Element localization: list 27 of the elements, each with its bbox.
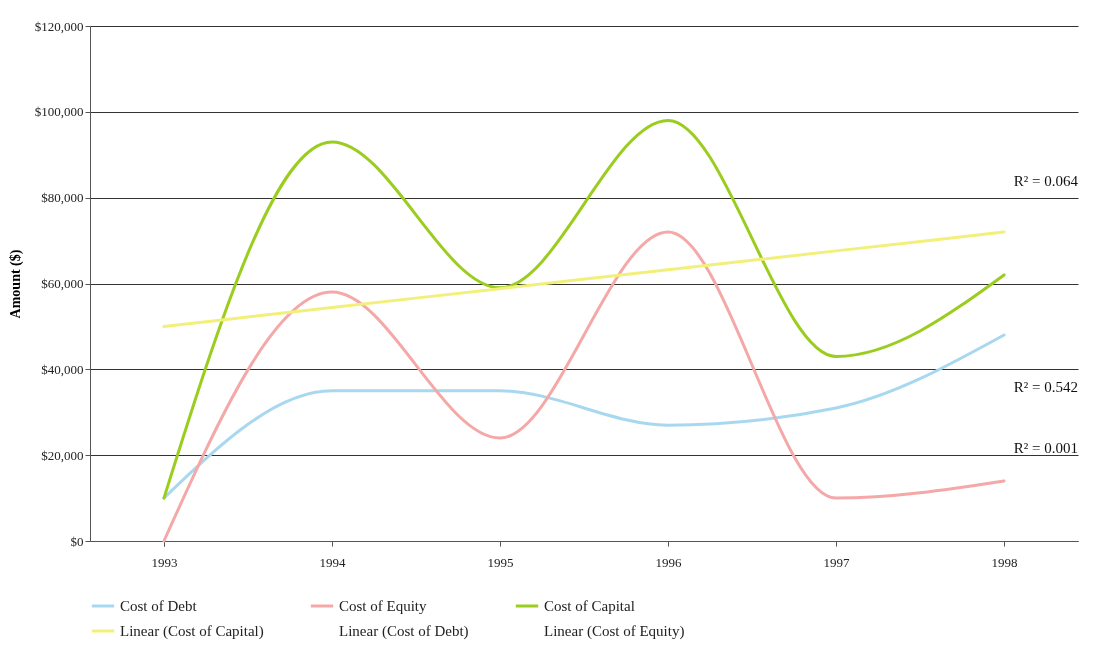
y-tick-label: $40,000: [41, 361, 84, 377]
text: Linear (Cost of Equity): [544, 623, 685, 640]
annotation: R² = 0.542: [1013, 378, 1078, 395]
line-series: [162, 230, 1006, 328]
legend-label: Cost of Capital: [544, 598, 635, 614]
x-tick-label: 1995: [487, 554, 514, 570]
line-series: [162, 230, 1006, 543]
line-series: [162, 118, 1006, 500]
y-tick-label: $80,000: [41, 190, 84, 206]
x-tick-label: 1997: [823, 554, 851, 570]
annotation: R² = 0.064: [1013, 172, 1079, 189]
x-tick-label: 1996: [655, 554, 683, 570]
legend-label: Cost of Equity: [339, 598, 427, 614]
legend-label: Cost of Debt: [120, 598, 198, 614]
x-tick-label: 1994: [319, 554, 346, 570]
x-tick-label: 1998: [991, 554, 1018, 570]
y-axis-title: Amount ($): [7, 249, 24, 319]
y-tick-label: $60,000: [41, 276, 84, 291]
legend-label: Linear (Cost of Capital): [120, 623, 264, 640]
y-tick-label: $0: [70, 533, 84, 549]
x-tick-label: 1993: [151, 554, 178, 570]
y-tick-label: $120,000: [34, 18, 84, 34]
y-tick-label: $100,000: [34, 104, 84, 120]
text: Linear (Cost of Debt): [339, 623, 469, 640]
y-tick-label: $20,000: [41, 447, 84, 463]
line-series: [162, 333, 1006, 500]
annotation: R² = 0.001: [1013, 440, 1078, 457]
